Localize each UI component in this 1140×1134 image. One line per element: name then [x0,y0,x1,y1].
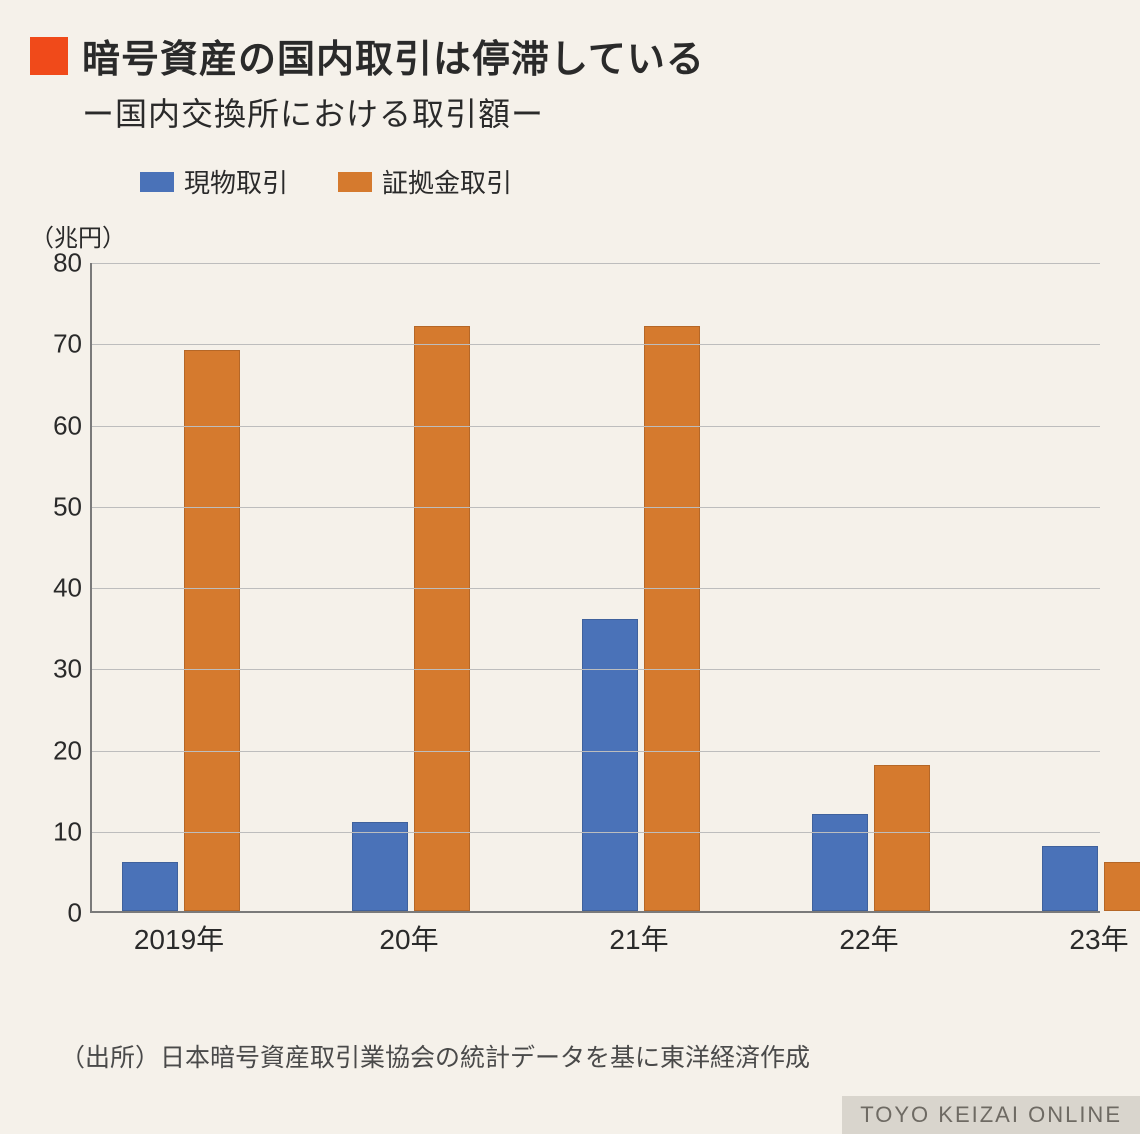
gridline [92,263,1100,264]
y-tick-label: 10 [53,816,82,847]
bar [644,326,700,911]
legend-swatch [338,172,372,192]
x-tick-label: 20年 [379,921,438,959]
x-tick-label: 23年 [1069,921,1128,959]
legend-swatch [140,172,174,192]
legend-label: 現物取引 [184,163,288,200]
bars-layer [92,263,1100,911]
legend: 現物取引 証拠金取引 [140,163,1140,200]
bar [812,814,868,912]
y-tick-label: 0 [68,898,82,929]
title-row: 暗号資産の国内取引は停滞している [30,28,1110,83]
gridline [92,751,1100,752]
y-tick-label: 50 [53,491,82,522]
chart-subtitle: ー国内交換所における取引額ー [82,89,1110,135]
bar [352,822,408,911]
y-axis-unit: （兆円） [30,218,1140,253]
chart-area: 01020304050607080 [30,263,1100,913]
y-tick-label: 60 [53,410,82,441]
gridline [92,426,1100,427]
gridline [92,832,1100,833]
gridline [92,507,1100,508]
gridline [92,588,1100,589]
y-axis: 01020304050607080 [30,263,90,913]
bar [184,350,240,911]
source-note: （出所）日本暗号資産取引業協会の統計データを基に東洋経済作成 [60,1038,810,1074]
bar [122,862,178,911]
plot-area [90,263,1100,913]
y-tick-label: 70 [53,329,82,360]
bar [874,765,930,911]
footer-brand: TOYO KEIZAI ONLINE [842,1096,1140,1134]
legend-item-margin: 証拠金取引 [338,163,512,200]
y-tick-label: 80 [53,248,82,279]
title-accent-square [30,37,68,75]
chart-header: 暗号資産の国内取引は停滞している ー国内交換所における取引額ー [0,0,1140,135]
y-tick-label: 40 [53,573,82,604]
y-tick-label: 20 [53,735,82,766]
gridline [92,344,1100,345]
bar [1042,846,1098,911]
x-tick-label: 22年 [839,921,898,959]
legend-label: 証拠金取引 [382,163,512,200]
gridline [92,669,1100,670]
x-tick-label: 21年 [609,921,668,959]
bar [1104,862,1140,911]
x-tick-label: 2019年 [134,921,224,959]
bar [414,326,470,911]
bar [582,619,638,912]
legend-item-spot: 現物取引 [140,163,288,200]
y-tick-label: 30 [53,654,82,685]
chart-title: 暗号資産の国内取引は停滞している [82,28,705,83]
